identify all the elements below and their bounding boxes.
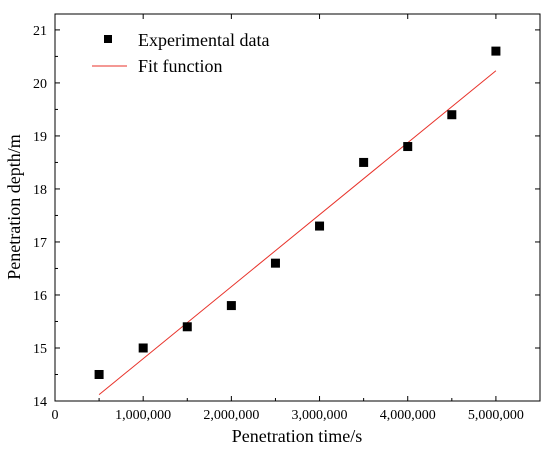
x-tick-label: 1,000,000 — [115, 408, 171, 423]
data-point — [447, 110, 457, 120]
y-tick-label: 16 — [33, 289, 47, 304]
fit-line — [98, 70, 497, 396]
data-point — [403, 142, 413, 152]
data-point — [182, 322, 192, 332]
fit-line-group — [98, 70, 497, 396]
legend: Experimental data Fit function — [92, 30, 269, 76]
x-tick-label: 3,000,000 — [292, 408, 348, 423]
x-tick-label: 5,000,000 — [468, 408, 524, 423]
data-points — [94, 46, 501, 379]
x-axis-title: Penetration time/s — [232, 426, 362, 446]
y-tick-label: 19 — [33, 130, 47, 145]
y-tick-label: 15 — [33, 342, 47, 357]
y-tick-label: 17 — [33, 236, 47, 251]
y-tick-label: 20 — [33, 77, 47, 92]
data-point — [315, 221, 325, 231]
y-tick-label: 14 — [33, 395, 47, 410]
plot-frame — [54, 13, 541, 402]
x-tick-label: 0 — [52, 408, 59, 423]
y-axis-title: Penetration depth/m — [4, 134, 24, 279]
x-tick-label: 2,000,000 — [203, 408, 259, 423]
y-axis-ticks: 14 15 16 17 18 19 20 21 — [33, 24, 540, 410]
data-point — [226, 301, 236, 311]
legend-label-fit: Fit function — [138, 56, 223, 76]
x-tick-label: 4,000,000 — [380, 408, 436, 423]
data-point — [359, 157, 369, 167]
data-point — [270, 258, 280, 268]
y-tick-label: 21 — [33, 24, 47, 39]
x-axis-ticks: 0 1,000,000 2,000,000 3,000,000 4,000,000 5,0… — [52, 14, 524, 423]
data-point — [94, 369, 104, 379]
y-tick-label: 18 — [33, 183, 47, 198]
legend-marker-experimental — [104, 35, 112, 43]
data-point — [138, 343, 148, 353]
legend-label-experimental: Experimental data — [138, 30, 269, 50]
data-point — [491, 46, 501, 56]
